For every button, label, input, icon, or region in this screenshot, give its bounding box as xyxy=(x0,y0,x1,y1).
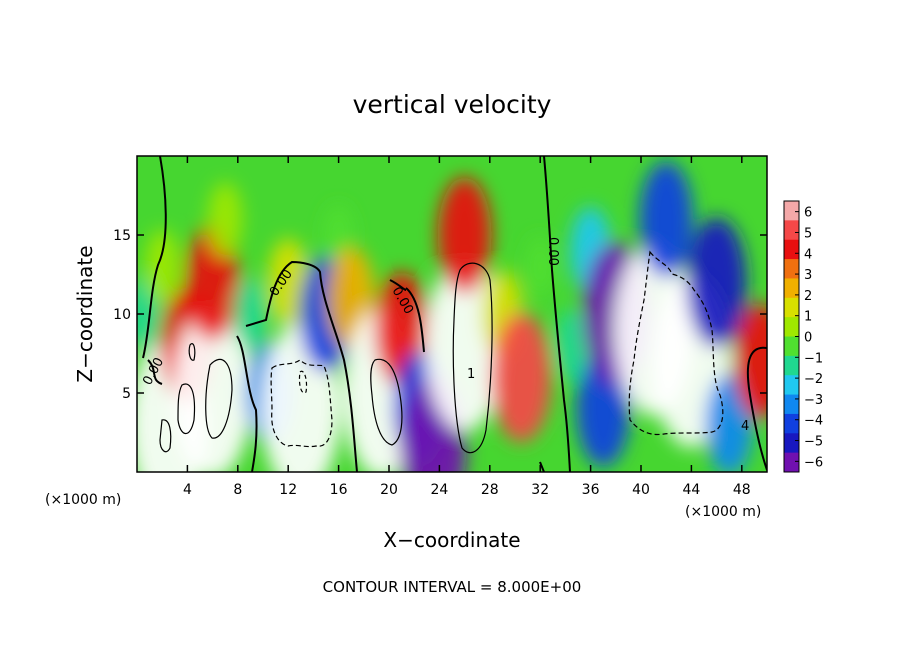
colorbar-tick-label: −3 xyxy=(804,393,823,408)
x-tick-label: 12 xyxy=(279,482,297,498)
x-tick-label: 20 xyxy=(380,482,398,498)
colorbar-segment xyxy=(784,375,799,396)
colorbar-segment xyxy=(784,433,799,454)
x-axis: 4 8 12 16 20 24 28 32 36 40 44 48 xyxy=(183,156,751,498)
colorbar-tick-label: −6 xyxy=(804,455,823,470)
positive-contour xyxy=(188,343,196,361)
x-tick-label: 8 xyxy=(233,482,242,498)
x-unit-left: (×1000 m) xyxy=(45,492,121,508)
heatmap-cell xyxy=(267,238,309,327)
heatmap-cell xyxy=(437,177,492,293)
chart-title: vertical velocity xyxy=(353,90,552,119)
colorbar-segment xyxy=(784,259,799,279)
x-tick-label: 44 xyxy=(682,482,700,498)
colorbar-segment xyxy=(784,452,799,473)
colorbar-tick-label: 5 xyxy=(804,226,812,241)
colorbar-segment xyxy=(784,201,799,221)
heatmap-cell xyxy=(733,303,767,420)
zero-contour-line xyxy=(539,461,545,472)
contour-interval-text: CONTOUR INTERVAL = 8.000E+00 xyxy=(323,578,582,596)
positive-contour xyxy=(452,262,493,454)
heatmap-cell xyxy=(686,217,747,348)
colorbar: 6 5 4 3 2 1 0 −1 −2 −3 −4 −5 −6 xyxy=(783,200,823,473)
colorbar-segment xyxy=(784,239,799,260)
heatmap-cell xyxy=(173,307,253,472)
contour-label: 0.00 xyxy=(545,237,560,266)
x-tick-label: 16 xyxy=(330,482,348,498)
zero-contour-line xyxy=(142,156,167,359)
zero-contour-line xyxy=(746,346,767,471)
zero-contours xyxy=(142,156,767,472)
colorbar-tick-label: 3 xyxy=(804,268,812,283)
heatmap-cell xyxy=(526,236,555,297)
value-contours xyxy=(159,250,724,454)
colorbar-tick-label: 4 xyxy=(804,247,812,262)
x-tick-label: 32 xyxy=(531,482,549,498)
positive-contour xyxy=(205,358,233,439)
x-unit-right: (×1000 m) xyxy=(685,504,761,520)
negative-contour xyxy=(628,250,724,436)
colorbar-segment xyxy=(784,355,799,376)
zero-contour-line xyxy=(245,260,358,472)
colorbar-tick-label: −4 xyxy=(804,414,823,429)
heatmap-cell xyxy=(145,229,180,304)
x-tick-label: 36 xyxy=(582,482,600,498)
x-tick-label: 48 xyxy=(733,482,751,498)
colorbar-segment xyxy=(784,336,799,357)
y-tick-label: 15 xyxy=(113,228,131,244)
positive-contour xyxy=(177,383,196,435)
y-axis-title: Z−coordinate xyxy=(73,245,97,382)
colorbar-tick-label: −2 xyxy=(804,372,823,387)
contour-label: 1 xyxy=(467,367,475,382)
negative-contour xyxy=(298,370,308,394)
heatmap-cell xyxy=(491,312,552,443)
zero-contour-line xyxy=(147,359,163,385)
heatmap-cell xyxy=(639,161,693,278)
plot-area: 0.00 0.00 0.00 0.00 1 4 xyxy=(137,156,767,472)
x-tick-label: 4 xyxy=(183,482,192,498)
colorbar-tick-label: −5 xyxy=(804,435,823,450)
x-tick-label: 40 xyxy=(632,482,650,498)
colorbar-segment xyxy=(784,278,799,299)
colorbar-segment xyxy=(784,394,799,415)
heatmap-cell xyxy=(233,277,268,351)
colorbar-segment xyxy=(784,317,799,337)
colorbar-segment xyxy=(784,220,799,241)
x-tick-label: 24 xyxy=(430,482,448,498)
colorbar-tick-label: 1 xyxy=(804,310,812,325)
contour-label: 4 xyxy=(741,419,749,434)
x-tick-label: 28 xyxy=(481,482,499,498)
positive-contour xyxy=(159,419,172,453)
y-tick-label: 10 xyxy=(113,307,131,323)
zero-contour-line xyxy=(405,287,425,353)
zero-contour-line xyxy=(389,279,407,291)
y-axis: 5 10 15 xyxy=(113,228,767,402)
heatmap-cell xyxy=(554,308,589,383)
heatmap-cell xyxy=(208,182,243,257)
zero-contour-line xyxy=(236,335,258,472)
colorbar-tick-label: −1 xyxy=(804,351,823,366)
zero-contour-line xyxy=(543,156,571,472)
colorbar-tick-label: 0 xyxy=(804,331,812,346)
colorbar-tick-label: 2 xyxy=(804,289,812,304)
colorbar-segment xyxy=(784,297,799,318)
x-axis-title: X−coordinate xyxy=(383,528,520,552)
negative-contour xyxy=(270,359,333,448)
colorbar-tick-label: 6 xyxy=(804,206,812,221)
colorbar-segment xyxy=(784,413,799,434)
positive-contour xyxy=(370,358,403,446)
y-tick-label: 5 xyxy=(122,386,131,402)
